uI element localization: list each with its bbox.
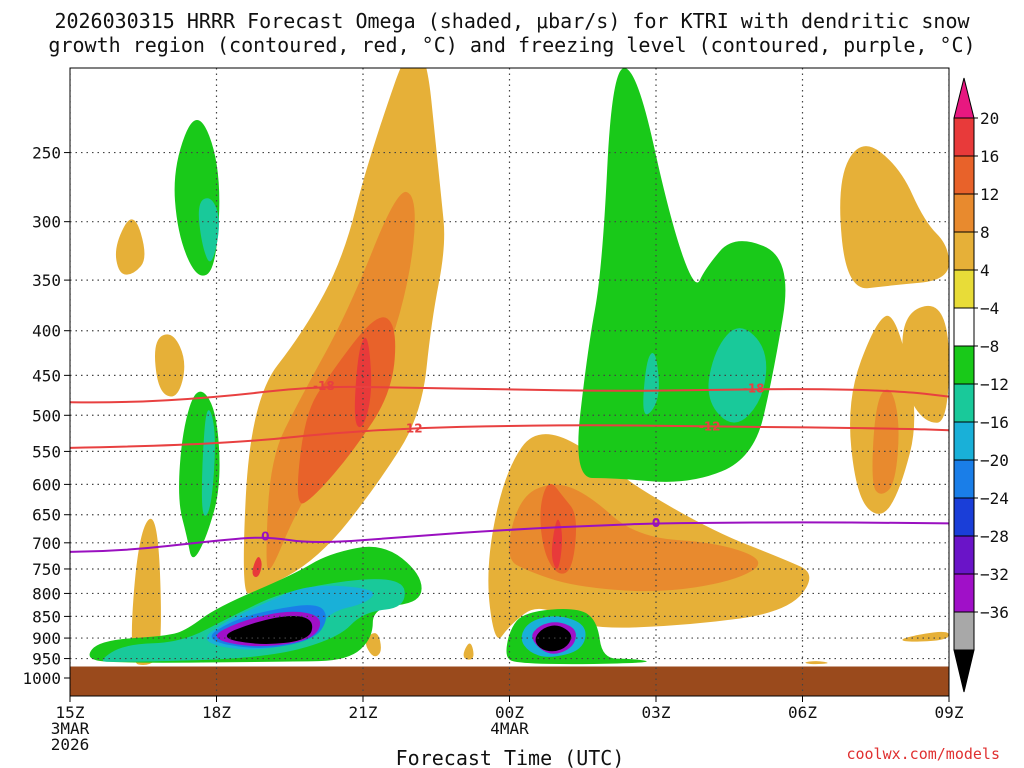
contour-label-3: -12 — [699, 420, 721, 434]
ground-layer — [70, 666, 949, 696]
y-tick-label-9: 700 — [32, 534, 61, 553]
colorbar-swatch-10 — [953, 497, 975, 537]
dotted-grid — [70, 68, 949, 696]
chart-title-line-2: growth region (contoured, red, °C) and f… — [48, 33, 975, 57]
colorbar-label-8: −16 — [980, 413, 1009, 432]
y-tick-label-0: 250 — [32, 144, 61, 163]
y-tick-label-12: 850 — [32, 607, 61, 626]
x-axis-label: Forecast Time (UTC) — [396, 746, 625, 768]
colorbar-label-10: −24 — [980, 489, 1009, 508]
colorbar-swatch-13 — [953, 611, 975, 651]
y-tick-label-8: 650 — [32, 506, 61, 525]
colorbar-label-0: 20 — [980, 109, 999, 128]
colorbar-swatch-12 — [953, 573, 975, 613]
contour-line-0 — [70, 385, 949, 404]
y-tick-label-5: 500 — [32, 406, 61, 425]
contour-label-4: 0 — [261, 529, 269, 543]
colorbar-bottom-arrow — [953, 649, 975, 693]
colorbar-swatch-7 — [953, 383, 975, 423]
x-tick-label-3-1: 4MAR — [490, 719, 529, 738]
chart-title-line-1: 2026030315 HRRR Forecast Omega (shaded, … — [54, 9, 970, 33]
x-tick-label-0-1: 3MAR — [51, 719, 90, 738]
y-tick-label-13: 900 — [32, 629, 61, 648]
colorbar-label-5: −4 — [980, 299, 999, 318]
omega-region-19 — [463, 643, 474, 660]
omega-region-11 — [551, 519, 562, 569]
colorbar-swatch-2 — [953, 193, 975, 233]
colorbar-label-6: −8 — [980, 337, 999, 356]
x-tick-label-1-0: 18Z — [202, 703, 231, 722]
contour-label-5: 0 — [652, 516, 660, 530]
omega-region-16 — [902, 631, 949, 642]
x-tick-label-4-0: 03Z — [642, 703, 671, 722]
y-tick-label-6: 550 — [32, 442, 61, 461]
contour-label-1: -18 — [743, 382, 765, 396]
ground-fill — [70, 666, 949, 696]
colorbar-label-12: −32 — [980, 565, 1009, 584]
colorbar-label-7: −12 — [980, 375, 1009, 394]
omega-region-14 — [840, 146, 949, 289]
y-tick-label-2: 350 — [32, 271, 61, 290]
y-tick-label-4: 450 — [32, 366, 61, 385]
colorbar-swatch-11 — [953, 535, 975, 575]
omega-region-2 — [154, 334, 185, 397]
plot-area: -18 -18 -12 -12 0 0 — [70, 68, 949, 696]
credit-text[interactable]: coolwx.com/models — [846, 745, 1000, 763]
omega-region-17 — [805, 661, 828, 665]
colorbar-label-2: 12 — [980, 185, 999, 204]
omega-region-32 — [226, 615, 313, 644]
x-tick-label-0-2: 2026 — [51, 735, 90, 754]
colorbar-label-3: 8 — [980, 223, 990, 242]
y-tick-label-11: 800 — [32, 584, 61, 603]
contour-label-2: -12 — [401, 422, 423, 436]
contour-label-0: -18 — [313, 379, 335, 393]
x-tick-label-6-0: 09Z — [935, 703, 964, 722]
colorbar-label-1: 16 — [980, 147, 999, 166]
colorbar-swatch-6 — [953, 345, 975, 385]
colorbar-label-4: 4 — [980, 261, 990, 280]
colorbar-swatch-5 — [953, 307, 975, 347]
x-tick-label-0-0: 15Z — [56, 703, 85, 722]
y-tick-label-14: 950 — [32, 650, 61, 669]
contour-line-2 — [70, 521, 949, 553]
x-tick-label-5-0: 06Z — [788, 703, 817, 722]
colorbar-top-arrow — [953, 77, 975, 119]
omega-region-25 — [198, 198, 219, 262]
contour-line-1 — [70, 424, 949, 449]
colorbar-swatch-9 — [953, 459, 975, 499]
omega-region-36 — [535, 625, 572, 652]
x-tick-label-2-0: 21Z — [349, 703, 378, 722]
colorbar-swatch-1 — [953, 155, 975, 195]
omega-region-23 — [643, 353, 659, 415]
y-tick-label-1: 300 — [32, 213, 61, 232]
y-tick-label-3: 400 — [32, 322, 61, 341]
colorbar-swatch-8 — [953, 421, 975, 461]
omega-region-7 — [252, 556, 262, 578]
x-tick-label-3-0: 00Z — [495, 703, 524, 722]
colorbar-swatch-3 — [953, 231, 975, 271]
omega-region-18 — [365, 633, 381, 657]
omega-region-0 — [131, 518, 161, 665]
colorbar: 20 16 12 8 4 −4 −8 −12 −16 −20 −24 −28 −32 −36 — [953, 77, 1009, 693]
y-axis-ticks: 250 300 350 400 450 500 550 600 650 700 750 800 850 9… — [22, 144, 70, 688]
colorbar-label-11: −28 — [980, 527, 1009, 546]
omega-region-5 — [297, 317, 396, 504]
colorbar-swatch-4 — [953, 269, 975, 309]
colorbar-label-9: −20 — [980, 451, 1009, 470]
omega-shaded-regions — [89, 68, 949, 665]
colorbar-label-13: −36 — [980, 603, 1009, 622]
y-tick-label-7: 600 — [32, 475, 61, 494]
y-tick-label-10: 750 — [32, 560, 61, 579]
y-tick-label-15: 1000 — [22, 669, 61, 688]
omega-region-26 — [201, 410, 215, 516]
omega-region-1 — [115, 219, 145, 275]
omega-region-24 — [708, 328, 767, 423]
colorbar-swatch-0 — [953, 117, 975, 157]
temperature-contours: -18 -18 -12 -12 0 0 — [70, 379, 949, 553]
